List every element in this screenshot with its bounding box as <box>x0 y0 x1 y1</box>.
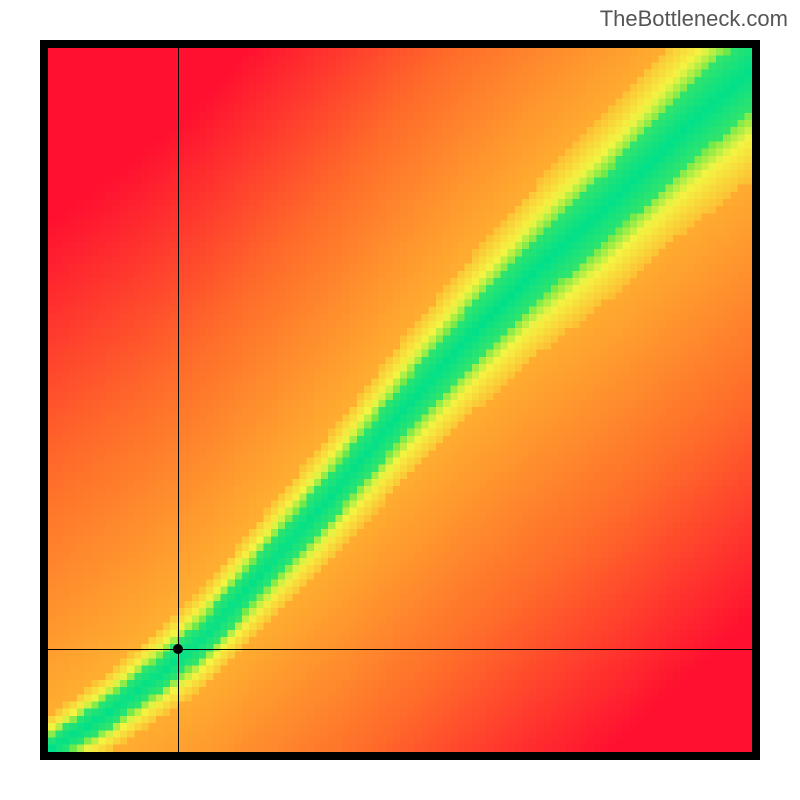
chart-container: TheBottleneck.com <box>0 0 800 800</box>
heatmap-canvas-wrap <box>41 41 759 759</box>
marker-dot <box>173 644 183 654</box>
crosshair-horizontal <box>41 649 759 650</box>
watermark-text: TheBottleneck.com <box>600 6 788 32</box>
heatmap-canvas <box>41 41 759 759</box>
heatmap-plot-area <box>40 40 760 760</box>
